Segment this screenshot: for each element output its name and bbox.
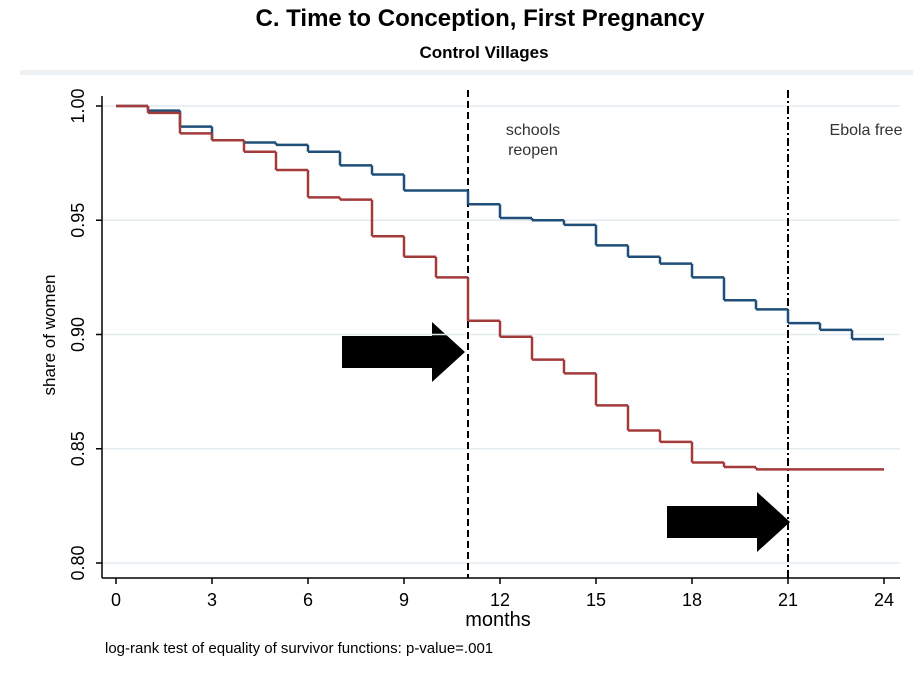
- y-axis-label: share of women: [40, 275, 59, 396]
- x-tick-label: 6: [303, 590, 313, 610]
- arrow: [667, 492, 790, 552]
- note: log-rank test of equality of survivor fu…: [105, 640, 493, 657]
- x-tick-label: 9: [399, 590, 409, 610]
- series: [116, 104, 885, 471]
- x-tick-label: 0: [111, 590, 121, 610]
- x-tick-label: 24: [874, 590, 894, 610]
- x-tick-label: 18: [682, 590, 702, 610]
- x-tick-label: 15: [586, 590, 606, 610]
- y-tick-label: 1.00: [68, 88, 88, 123]
- separator: [20, 70, 913, 75]
- arrow: [342, 322, 465, 382]
- y-tick-label: 0.90: [68, 317, 88, 352]
- x-tick-label: 3: [207, 590, 217, 610]
- annotation: Ebola free: [830, 122, 903, 139]
- x-axis-label: months: [465, 609, 531, 631]
- y-tick-label: 0.95: [68, 203, 88, 238]
- annotation: reopen: [508, 142, 558, 159]
- x-tick-label: 12: [490, 590, 510, 610]
- chart-title: C. Time to Conception, First Pregnancy: [256, 5, 706, 32]
- x-tick-label: 21: [778, 590, 798, 610]
- y-tick-label: 0.85: [68, 431, 88, 466]
- series: [116, 104, 885, 341]
- annotation: schools: [506, 122, 560, 139]
- chart-subtitle: Control Villages: [419, 43, 548, 62]
- y-tick-label: 0.80: [68, 545, 88, 580]
